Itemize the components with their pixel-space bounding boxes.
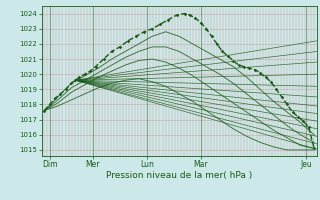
X-axis label: Pression niveau de la mer( hPa ): Pression niveau de la mer( hPa ) [106,171,252,180]
